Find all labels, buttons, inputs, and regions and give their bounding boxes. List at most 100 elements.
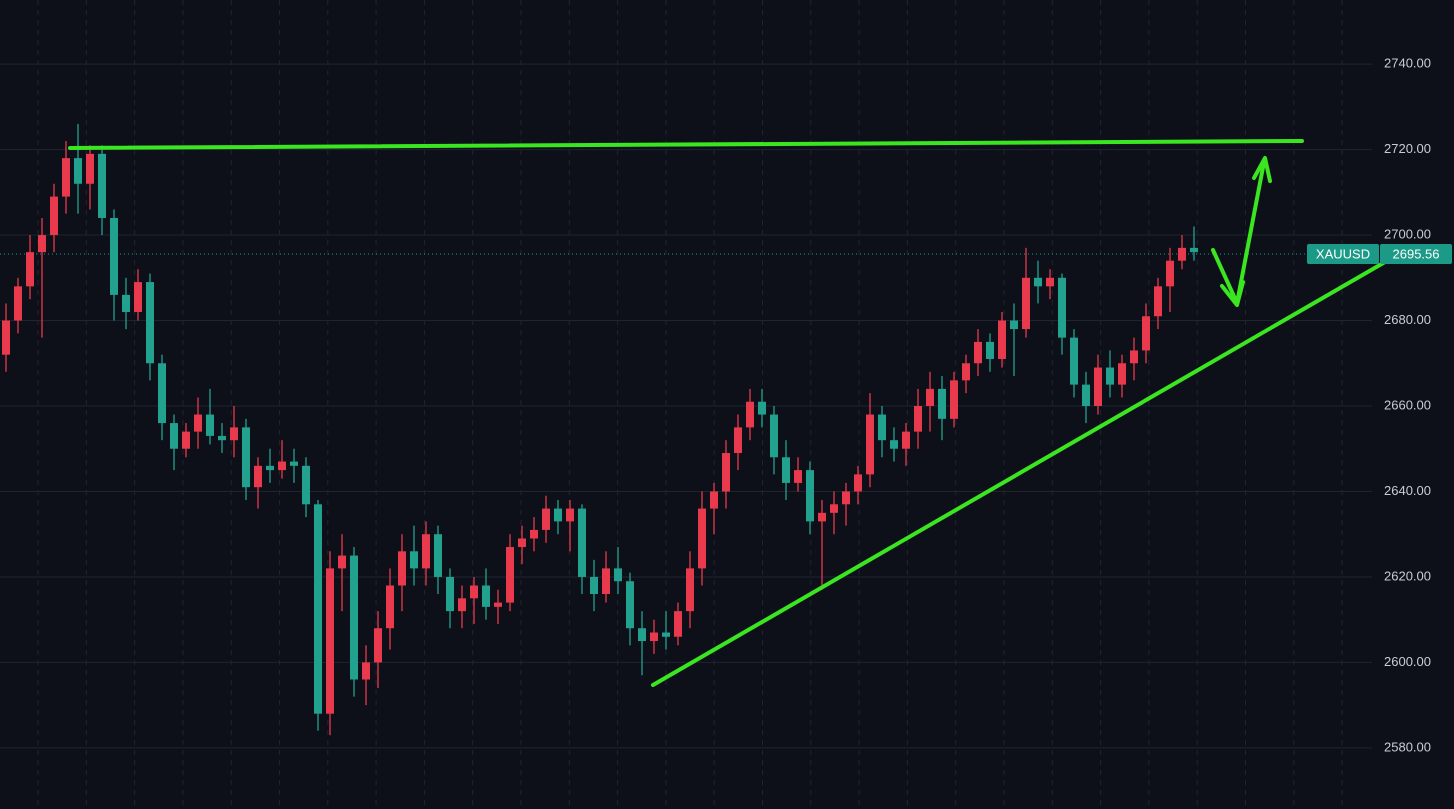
price-badge (1380, 244, 1452, 265)
candle-body (782, 457, 790, 483)
candle-body (518, 538, 526, 548)
candle-body (806, 470, 814, 522)
candle-body (1118, 363, 1126, 385)
candle-body (650, 632, 658, 642)
candle-body (638, 628, 646, 642)
candle-body (662, 632, 670, 637)
candle-body (1166, 260, 1174, 287)
candle-body (170, 423, 178, 449)
candle-body (182, 431, 190, 449)
y-tick-label: 2600.00 (1384, 654, 1431, 669)
candle-body (674, 611, 682, 637)
candle-body (218, 435, 226, 441)
candle-body (1154, 286, 1162, 317)
candle-body (206, 414, 214, 436)
candle-body (242, 427, 250, 488)
candle-body (14, 286, 22, 321)
candle-body (50, 196, 58, 236)
candle-body (818, 512, 826, 522)
candle-body (74, 158, 82, 184)
candle-body (158, 363, 166, 424)
candle-body (506, 547, 514, 603)
candle-body (626, 581, 634, 629)
candle-body (914, 405, 922, 432)
candle-body (194, 414, 202, 432)
y-tick-label: 2700.00 (1384, 226, 1431, 241)
candle-body (422, 534, 430, 569)
arrow-head (1252, 156, 1272, 183)
candle-body (722, 453, 730, 492)
y-tick-label: 2640.00 (1384, 483, 1431, 498)
candle-body (410, 551, 418, 569)
candle-body (230, 427, 238, 441)
candle-body (386, 585, 394, 629)
candle-body (1094, 367, 1102, 406)
drawings (68, 139, 1387, 687)
candle-body (1082, 384, 1090, 406)
candle-body (146, 282, 154, 364)
candle-body (134, 282, 142, 312)
candle-body (530, 529, 538, 539)
symbol-label: XAUUSD (1316, 246, 1370, 261)
candle-body (314, 504, 322, 714)
candle-body (278, 461, 286, 471)
candle-body (686, 568, 694, 612)
symbol-badge (1307, 244, 1379, 265)
candle-body (482, 585, 490, 607)
candle-body (878, 414, 886, 441)
candle-body (122, 294, 130, 312)
candle-body (890, 440, 898, 449)
candle-body (1058, 277, 1066, 338)
candle-body (830, 504, 838, 513)
candle-body (398, 551, 406, 586)
candle-body (602, 568, 610, 595)
candle-body (362, 662, 370, 680)
candle-body (494, 602, 502, 607)
candles (2, 123, 1198, 736)
candle-body (578, 508, 586, 577)
candle-body (962, 363, 970, 381)
candle-body (734, 427, 742, 454)
candle-body (458, 598, 466, 612)
candle-body (938, 388, 946, 419)
price-axis: 2580.00 2600.00 2620.00 2640.00 2660.00 2680.… (1307, 56, 1452, 754)
candle-body (1178, 247, 1186, 261)
candle-body (374, 628, 382, 663)
candle-body (38, 235, 46, 253)
candle-body (950, 380, 958, 419)
last-price-label: 2695.56 (1393, 246, 1440, 261)
candle-body (434, 534, 442, 577)
candle-body (86, 153, 94, 184)
candle-body (698, 508, 706, 569)
candle-body (866, 414, 874, 475)
candle-body (542, 508, 550, 530)
candle-body (554, 508, 562, 522)
trend-line (651, 260, 1387, 687)
candle-body (1010, 320, 1018, 330)
candle-body (926, 388, 934, 406)
candle-body (974, 341, 982, 364)
candle-body (590, 576, 598, 595)
candle-body (254, 465, 262, 488)
candle-body (1022, 277, 1030, 330)
candle-body (902, 431, 910, 449)
candle-body (770, 414, 778, 458)
candle-body (1142, 316, 1150, 351)
candle-body (2, 320, 10, 355)
candle-body (758, 401, 766, 415)
candle-body (1034, 277, 1042, 287)
arrow-head (1220, 280, 1245, 307)
candle-body (854, 474, 862, 492)
candle-body (1190, 247, 1198, 253)
candle-body (350, 555, 358, 680)
candle-body (1130, 350, 1138, 364)
candle-body (62, 158, 70, 197)
candle-body (1070, 337, 1078, 385)
candle-body (98, 153, 106, 218)
y-tick-label: 2620.00 (1384, 568, 1431, 583)
candle-body (470, 585, 478, 599)
candle-body (614, 568, 622, 582)
y-tick-label: 2660.00 (1384, 397, 1431, 412)
